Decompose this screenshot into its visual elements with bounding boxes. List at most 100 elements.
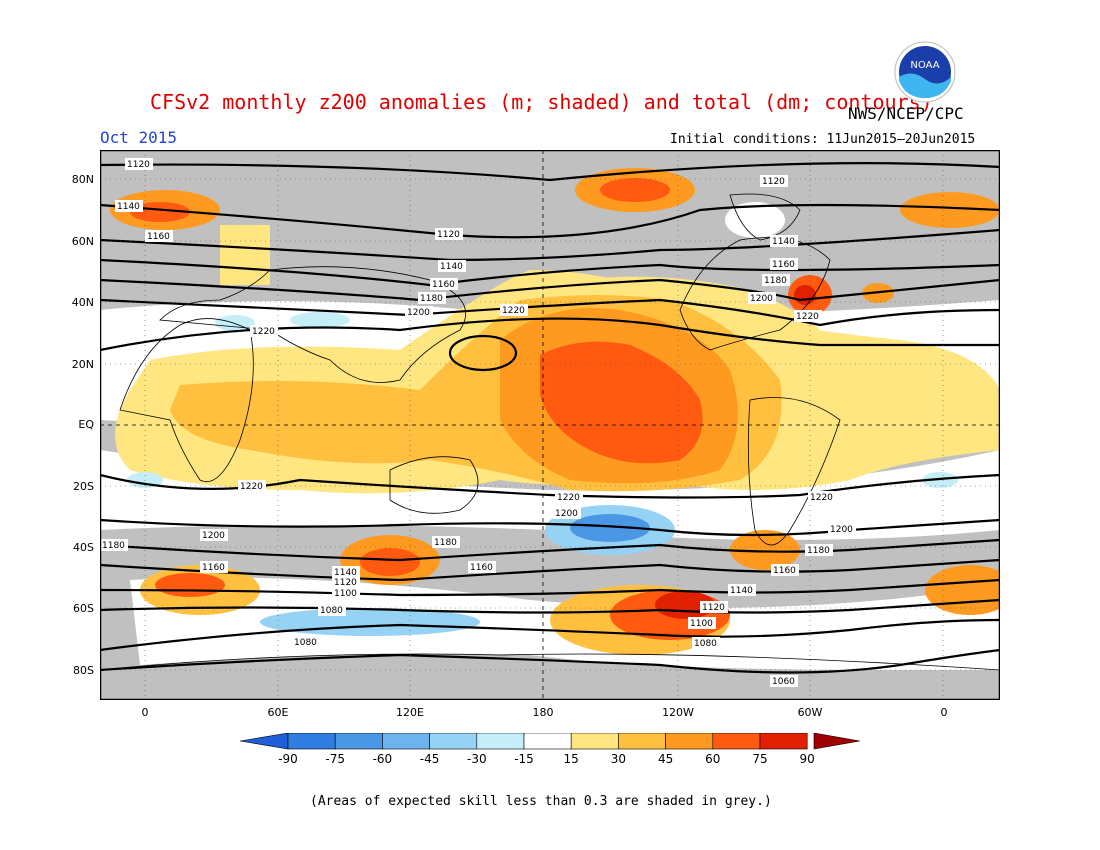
svg-text:1220: 1220	[252, 327, 275, 337]
contour-label: 1120	[760, 175, 788, 187]
svg-text:1200: 1200	[202, 531, 225, 541]
colorbar-segment	[523, 733, 572, 750]
contour-label: 1060	[770, 675, 798, 687]
colorbar-tick-label: -60	[372, 752, 393, 766]
colorbar-tick-label: -45	[419, 752, 440, 766]
colorbar-segment	[334, 733, 383, 750]
anomaly-positive-yellow-ne	[580, 276, 820, 340]
contour-label: 1100	[332, 587, 360, 599]
svg-text:1220: 1220	[810, 493, 833, 503]
colorbar-segment	[287, 733, 336, 750]
colorbar-tick-label: 75	[752, 752, 768, 766]
svg-text:1120: 1120	[762, 177, 785, 187]
svg-text:1080: 1080	[694, 639, 717, 649]
svg-text:1120: 1120	[127, 160, 150, 170]
contour-label: 1200	[405, 306, 433, 318]
svg-text:1180: 1180	[764, 276, 787, 286]
lat-label: 40S	[73, 541, 94, 554]
contour-label: 1100	[688, 617, 716, 629]
svg-text:1160: 1160	[147, 232, 170, 242]
map-canvas: 1120 1140 1160 1120 1140 1160 1180 1200 …	[99, 149, 1001, 701]
colorbar-segment	[759, 733, 808, 750]
contour-label: 1200	[828, 523, 856, 535]
colorbar-segment	[476, 733, 525, 750]
anomaly-negative-north-africa	[215, 315, 255, 331]
noaa-logo: NOAA	[894, 41, 956, 103]
contour-label: 1140	[438, 260, 466, 272]
footnote: (Areas of expected skill less than 0.3 a…	[310, 794, 772, 809]
svg-text:1120: 1120	[702, 603, 725, 613]
colorbar-segment	[712, 733, 761, 750]
colorbar-segment	[570, 733, 619, 750]
contour-label: 1160	[200, 561, 228, 573]
svg-text:1080: 1080	[294, 638, 317, 648]
contour-label: 1120	[435, 228, 463, 240]
anomaly-positive-europe-core	[130, 202, 190, 222]
svg-text:1100: 1100	[334, 589, 357, 599]
contour-label: 1140	[332, 566, 360, 578]
contour-label-group: 1120 1140 1160 1120 1140 1160 1180 1200 …	[100, 158, 856, 687]
contour-label: 1200	[748, 292, 776, 304]
anomaly-positive-russia	[220, 225, 270, 285]
svg-text:1220: 1220	[502, 306, 525, 316]
colorbar-tick-label: 90	[799, 752, 815, 766]
colorbar-tick-label: -75	[325, 752, 345, 766]
anomaly-positive-arctic-pacific-core	[600, 178, 670, 202]
colorbar-segment	[813, 733, 861, 750]
contour-label: 1220	[794, 310, 822, 322]
contour-label: 1180	[100, 539, 128, 551]
colorbar-tick-label: 60	[705, 752, 721, 766]
contour-label: 1160	[430, 278, 458, 290]
contour-label: 1220	[500, 304, 528, 316]
lat-label: 80S	[73, 664, 94, 677]
svg-text:1140: 1140	[772, 237, 795, 247]
svg-text:1160: 1160	[772, 260, 795, 270]
reference-lines	[100, 150, 1000, 700]
svg-text:1180: 1180	[420, 294, 443, 304]
svg-text:1220: 1220	[796, 312, 819, 322]
contour-label: 1180	[418, 292, 446, 304]
contour-label: 1180	[762, 274, 790, 286]
contour-label: 1080	[292, 636, 320, 648]
anomaly-positive-south-atlantic-east	[925, 565, 1000, 615]
anomaly-positive-south-indian-core	[360, 548, 420, 576]
svg-text:1220: 1220	[240, 482, 263, 492]
anomaly-positive-atlantic-ne	[900, 192, 1000, 228]
svg-text:1080: 1080	[320, 606, 343, 616]
height-contours	[100, 162, 1000, 674]
anomaly-negative-south-pacific-core	[570, 514, 650, 542]
colorbar-segment	[382, 733, 430, 750]
contour-label: 1200	[200, 529, 228, 541]
anomaly-positive-south-america	[730, 530, 800, 570]
graticule	[100, 150, 1000, 700]
contour-label: 1160	[771, 564, 799, 576]
contour-label: 1220	[238, 480, 266, 492]
svg-text:1160: 1160	[470, 563, 493, 573]
contour-label: 1120	[332, 576, 360, 588]
contour-label: 1160	[145, 230, 173, 242]
contour-label: 1120	[700, 601, 728, 613]
contour-label: 1140	[770, 235, 798, 247]
map-panel: 1120 1140 1160 1120 1140 1160 1180 1200 …	[99, 149, 1001, 701]
valid-month: Oct 2015	[100, 128, 178, 147]
svg-text:1060: 1060	[772, 677, 795, 687]
svg-text:1120: 1120	[437, 230, 460, 240]
anomaly-positive-south-atlantic-core	[155, 573, 225, 597]
svg-text:1180: 1180	[102, 541, 125, 551]
lon-label: 180	[532, 706, 554, 719]
contour-label: 1140	[728, 584, 756, 596]
anomaly-negative-mid-pacific	[290, 312, 350, 328]
contour-label: 1160	[468, 561, 496, 573]
colorbar-tick-label: 15	[563, 752, 579, 766]
lat-label: 80N	[71, 173, 94, 186]
svg-text:1160: 1160	[202, 563, 225, 573]
anomaly-positive-greenland	[725, 202, 785, 238]
colorbar-tick-label: -90	[278, 752, 298, 766]
lat-label: 20S	[73, 480, 94, 493]
contour-label: 1220	[555, 491, 583, 503]
contour-label: 1080	[692, 637, 720, 649]
contour-label: 1160	[770, 258, 798, 270]
colorbar-segment	[618, 733, 666, 750]
contour-label: 1180	[432, 536, 460, 548]
svg-text:1200: 1200	[555, 509, 578, 519]
